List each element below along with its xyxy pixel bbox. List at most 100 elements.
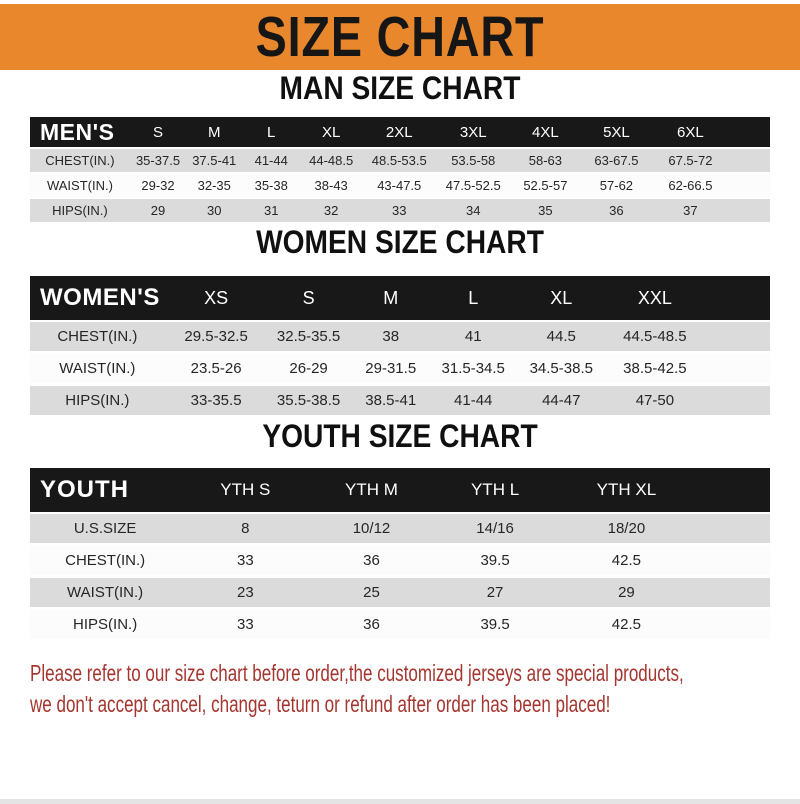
size-value-cell: 33 (180, 544, 311, 578)
row-label: WAIST(IN.) (30, 173, 130, 199)
section-youth-size-chart: YOUTH SIZE CHART YOUTH YTH S YTH M YTH L YTH… (0, 418, 800, 642)
size-column-header: XXL (607, 276, 702, 322)
size-value-cell: 10/12 (310, 513, 433, 546)
row-label: HIPS(IN.) (30, 608, 181, 642)
women-size-chart-heading: WOMEN SIZE CHART (256, 224, 544, 260)
men-size-table: MEN'S S M L XL 2XL 3XL 4XL 5XL 6XL CHEST(IN.) 35-37… (30, 117, 770, 224)
size-value-cell: 38 (349, 321, 432, 354)
row-spacer (728, 198, 770, 224)
size-value-cell: 36 (310, 544, 433, 578)
size-value-cell: 29.5-32.5 (164, 321, 268, 354)
size-column-header: YTH M (310, 468, 433, 514)
table-corner-label: WOMEN'S (30, 276, 165, 322)
size-value-cell: 14/16 (432, 513, 558, 546)
size-value-cell: 34 (436, 198, 511, 224)
row-spacer (728, 173, 770, 199)
measurement-row: WAIST(IN.) 29-32 32-35 35-38 38-43 43-47.5 47.… (30, 173, 770, 199)
size-value-cell: 44-47 (514, 384, 608, 418)
size-column-header: M (349, 276, 432, 322)
disclaimer: Please refer to our size chart before or… (30, 658, 800, 720)
size-value-cell: 32.5-35.5 (267, 321, 350, 354)
measurement-row: CHEST(IN.) 35-37.5 37.5-41 41-44 44-48.5 48.5… (30, 148, 770, 174)
size-value-cell: 33 (180, 608, 311, 642)
row-spacer (695, 513, 770, 546)
row-label: CHEST(IN.) (30, 544, 181, 578)
measurement-row: WAIST(IN.) 23 25 27 29 (30, 576, 770, 610)
size-value-cell: 29-31.5 (349, 352, 432, 386)
size-value-cell: 53.5-58 (436, 148, 511, 174)
size-value-cell: 38.5-41 (349, 384, 432, 418)
size-header-row: MEN'S S M L XL 2XL 3XL 4XL 5XL 6XL (30, 117, 770, 149)
size-value-cell: 29 (557, 576, 696, 610)
row-spacer (728, 148, 770, 174)
size-column-header: S (129, 117, 187, 149)
size-value-cell: 32 (300, 198, 363, 224)
size-value-cell: 39.5 (432, 544, 558, 578)
size-value-cell: 35 (510, 198, 581, 224)
size-column-header: 4XL (510, 117, 581, 149)
size-column-header: S (267, 276, 350, 322)
size-value-cell: 38-43 (300, 173, 363, 199)
row-label: HIPS(IN.) (30, 198, 130, 224)
size-value-cell: 25 (310, 576, 433, 610)
table-corner-label: YOUTH (30, 468, 181, 514)
row-spacer (695, 608, 770, 642)
row-label: CHEST(IN.) (30, 148, 130, 174)
row-label: WAIST(IN.) (30, 576, 181, 610)
size-value-cell: 27 (432, 576, 558, 610)
size-value-cell: 30 (186, 198, 243, 224)
size-value-cell: 52.5-57 (510, 173, 581, 199)
banner: SIZE CHART (0, 4, 800, 70)
row-spacer (701, 384, 770, 418)
youth-size-table: YOUTH YTH S YTH M YTH L YTH XL U.S.SIZE 8 10/12… (30, 468, 770, 642)
size-value-cell: 37.5-41 (186, 148, 243, 174)
measurement-row: HIPS(IN.) 33 36 39.5 42.5 (30, 608, 770, 642)
size-column-header: YTH L (432, 468, 558, 514)
header-spacer (701, 276, 770, 322)
size-value-cell: 35.5-38.5 (267, 384, 350, 418)
size-value-cell: 31 (242, 198, 301, 224)
size-value-cell: 23 (180, 576, 311, 610)
size-value-cell: 47.5-52.5 (436, 173, 511, 199)
size-value-cell: 33 (362, 198, 437, 224)
size-value-cell: 44-48.5 (300, 148, 363, 174)
measurement-row: U.S.SIZE 8 10/12 14/16 18/20 (30, 513, 770, 546)
measurement-row: HIPS(IN.) 29 30 31 32 33 34 35 36 37 (30, 198, 770, 224)
header-spacer (728, 117, 770, 149)
row-spacer (701, 321, 770, 354)
size-value-cell: 67.5-72 (652, 148, 729, 174)
size-value-cell: 23.5-26 (164, 352, 268, 386)
size-value-cell: 32-35 (186, 173, 243, 199)
size-value-cell: 44.5 (514, 321, 608, 354)
size-value-cell: 57-62 (580, 173, 653, 199)
size-value-cell: 47-50 (607, 384, 702, 418)
size-value-cell: 62-66.5 (652, 173, 729, 199)
size-column-header: L (431, 276, 515, 322)
size-column-header: 3XL (436, 117, 511, 149)
size-value-cell: 58-63 (510, 148, 581, 174)
section-man-size-chart: MAN SIZE CHART MEN'S S M L XL 2XL 3XL 4XL 5XL 6XL… (0, 70, 800, 224)
measurement-row: WAIST(IN.) 23.5-26 26-29 29-31.5 31.5-34.5 34… (30, 352, 770, 386)
size-column-header: XS (164, 276, 268, 322)
size-value-cell: 43-47.5 (362, 173, 437, 199)
women-size-table: WOMEN'S XS S M L XL XXL CHEST(IN.) 29.5-32.5 32.5… (30, 276, 770, 418)
size-column-header: XL (300, 117, 363, 149)
size-value-cell: 42.5 (557, 608, 696, 642)
size-column-header: M (186, 117, 243, 149)
size-value-cell: 35-37.5 (129, 148, 187, 174)
size-value-cell: 34.5-38.5 (514, 352, 608, 386)
row-spacer (695, 576, 770, 610)
size-value-cell: 48.5-53.5 (362, 148, 437, 174)
size-value-cell: 41-44 (242, 148, 301, 174)
size-value-cell: 29-32 (129, 173, 187, 199)
size-column-header: YTH S (180, 468, 311, 514)
measurement-row: CHEST(IN.) 29.5-32.5 32.5-35.5 38 41 44.5 44.5… (30, 321, 770, 354)
size-column-header: 2XL (362, 117, 437, 149)
size-value-cell: 36 (580, 198, 653, 224)
row-label: WAIST(IN.) (30, 352, 165, 386)
size-column-header: L (242, 117, 301, 149)
size-value-cell: 42.5 (557, 544, 696, 578)
size-column-header: YTH XL (557, 468, 696, 514)
youth-size-chart-heading: YOUTH SIZE CHART (262, 418, 538, 454)
size-value-cell: 38.5-42.5 (607, 352, 702, 386)
